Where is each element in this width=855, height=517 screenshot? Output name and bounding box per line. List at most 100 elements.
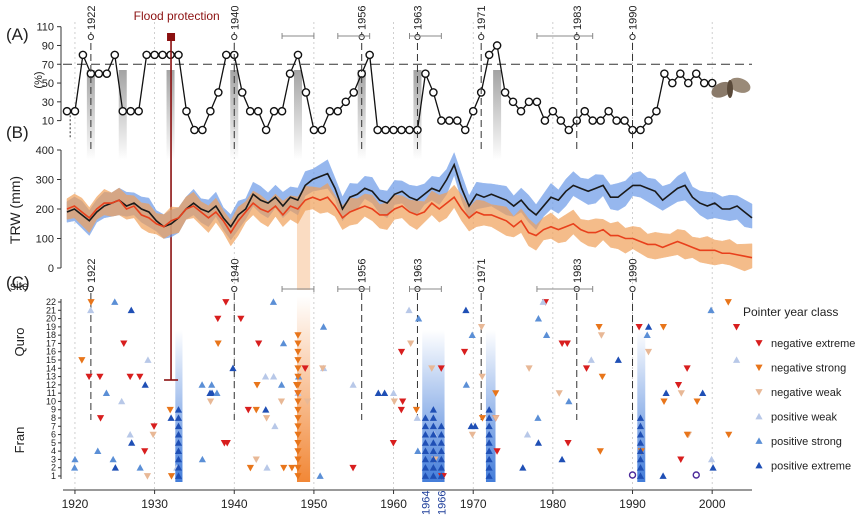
site-tick-label: 3 — [51, 454, 56, 464]
data-point-a — [118, 106, 128, 116]
data-point-a — [349, 88, 359, 97]
site-tick-label: 5 — [51, 438, 56, 448]
data-point-a — [317, 125, 327, 135]
x-tick-label: 1960 — [380, 497, 407, 511]
pointer-marker-column — [429, 464, 437, 471]
pointer-marker — [279, 339, 288, 347]
marker-year-a: 1983 — [572, 6, 584, 30]
pointer-marker-column — [294, 365, 302, 372]
pointer-marker-column — [636, 430, 645, 438]
pointer-marker — [109, 455, 117, 463]
data-point-a — [604, 106, 613, 116]
data-point-a — [381, 125, 390, 135]
pointer-marker-column — [636, 414, 645, 421]
special-marker — [628, 471, 637, 479]
shade-band-blue — [637, 330, 646, 482]
marker-pin-c — [87, 285, 94, 293]
pointer-marker-column — [421, 414, 430, 421]
pointer-marker — [468, 431, 476, 439]
pointer-marker — [102, 389, 111, 397]
pointer-marker-column — [294, 456, 302, 464]
pointer-marker — [269, 298, 278, 305]
pointer-marker — [111, 464, 119, 471]
pointer-marker-column — [294, 373, 302, 381]
pointer-marker-column — [636, 455, 645, 463]
x-tick-label: 2000 — [699, 497, 726, 511]
data-point-a — [214, 88, 223, 97]
pointer-marker-column — [437, 464, 445, 471]
pointer-marker — [534, 414, 542, 421]
pointer-marker-column — [421, 464, 430, 471]
data-point-a — [309, 125, 319, 135]
data-point-a — [468, 106, 478, 116]
x-tick-label: 1920 — [62, 497, 89, 511]
data-point-a — [516, 106, 526, 116]
marker-year-a: 1940 — [229, 6, 241, 30]
panel-label-b: (B) — [6, 123, 29, 142]
marker-pin-c — [629, 285, 636, 293]
marker-year-a: 1990 — [628, 6, 640, 30]
pointer-marker — [87, 299, 95, 306]
pointer-marker — [437, 365, 445, 372]
pointer-marker-column — [294, 439, 302, 447]
data-point-a — [293, 50, 303, 60]
pointer-marker — [143, 473, 152, 480]
pointer-marker-column — [174, 430, 183, 438]
pointer-marker — [389, 389, 398, 397]
pointer-marker — [492, 390, 500, 397]
marker-pin-c — [231, 285, 238, 293]
site-tick-label: 7 — [51, 421, 56, 431]
pointer-marker — [677, 390, 685, 397]
data-point-a — [652, 106, 661, 116]
pointer-marker-column — [294, 357, 302, 364]
pointer-marker — [141, 448, 149, 455]
data-point-a — [676, 69, 685, 78]
pointer-marker — [468, 331, 476, 339]
pointer-marker — [71, 455, 79, 463]
pointer-marker-column — [294, 473, 302, 480]
pointer-marker — [397, 348, 406, 356]
pointer-marker-column — [294, 348, 302, 356]
pointer-marker — [709, 464, 717, 471]
pointer-marker — [223, 439, 231, 447]
legend-label: positive strong — [771, 436, 842, 448]
marker-pin-c — [478, 285, 485, 293]
data-point-a — [683, 78, 693, 88]
pointer-marker — [214, 340, 222, 348]
pointer-marker-column — [174, 472, 183, 479]
data-point-a — [126, 106, 136, 116]
pointer-marker — [126, 373, 134, 381]
x-tick-label: 1930 — [141, 497, 168, 511]
pointer-marker — [277, 381, 286, 388]
pointer-marker — [660, 398, 668, 406]
data-point-a — [405, 125, 414, 135]
pointer-marker-column — [421, 472, 430, 479]
y-tick-label-b: 0 — [48, 263, 54, 275]
data-point-a — [94, 69, 104, 78]
pointer-marker-column — [294, 381, 302, 389]
data-point-a — [620, 116, 629, 125]
data-point-a — [261, 125, 271, 135]
pointer-marker — [85, 373, 93, 381]
site-tick-label: 12 — [46, 380, 56, 390]
marker-pin-a — [478, 33, 485, 41]
data-point-a — [206, 106, 215, 116]
pointer-marker — [460, 348, 469, 356]
data-point-a — [373, 125, 382, 135]
pointer-marker — [94, 447, 102, 455]
pointer-marker — [587, 356, 595, 363]
pointer-marker — [166, 406, 174, 414]
pointer-marker — [208, 389, 216, 397]
pointer-marker — [525, 365, 533, 372]
pointer-marker — [262, 406, 270, 413]
site-tick-label: 13 — [46, 372, 56, 382]
pointer-marker — [724, 299, 732, 306]
y-axis-label-a: (%) — [33, 71, 45, 88]
pointer-marker-column — [429, 455, 437, 463]
site-tick-label: 15 — [46, 355, 56, 365]
pointer-marker — [397, 406, 405, 414]
marker-pin-a — [414, 33, 421, 41]
pointer-marker — [643, 331, 651, 339]
pointer-marker — [534, 439, 543, 446]
pointer-marker-column — [174, 464, 183, 471]
